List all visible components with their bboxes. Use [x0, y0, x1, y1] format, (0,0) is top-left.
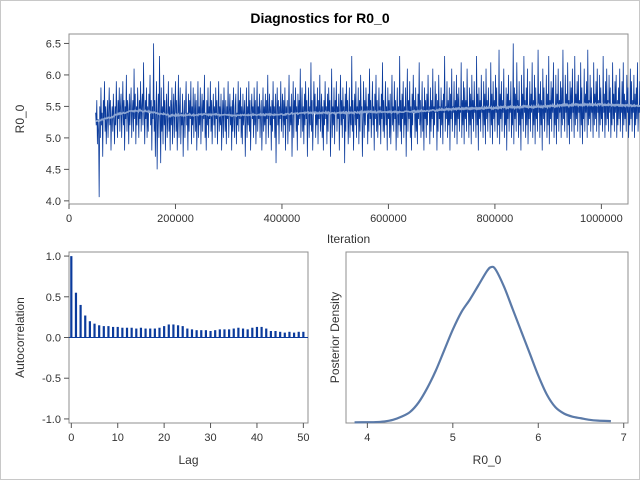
x-tick-label: 5 [450, 432, 456, 444]
x-axis-label: Lag [178, 453, 198, 467]
y-tick-label: 6.0 [46, 70, 61, 82]
x-tick-label: 7 [621, 432, 627, 444]
density-panel: 4 5 6 7 R0_0 Posterior Density [328, 251, 629, 467]
x-tick-label: 0 [68, 432, 74, 444]
x-tick-label: 6 [535, 432, 541, 444]
trace-line [95, 43, 640, 198]
y-tick-label: 5.5 [46, 101, 61, 113]
y-axis-label: Posterior Density [328, 292, 342, 383]
x-axis-label: Iteration [327, 232, 370, 246]
x-axis-label: R0_0 [473, 453, 502, 467]
x-tick-label: 40 [251, 432, 263, 444]
x-tick-label: 200000 [157, 213, 194, 225]
x-tick-label: 50 [297, 432, 309, 444]
x-tick-label: 800000 [477, 213, 514, 225]
y-axis-label: R0_0 [13, 104, 27, 133]
y-tick-label: 4.5 [46, 164, 61, 176]
x-tick-label: 4 [364, 432, 370, 444]
x-tick-label: 400000 [264, 213, 301, 225]
x-tick-label: 600000 [370, 213, 407, 225]
trace-smooth-line [94, 101, 640, 123]
x-tick-label: 0 [66, 213, 72, 225]
x-tick-label: 10 [112, 432, 124, 444]
y-tick-label: 6.5 [46, 38, 61, 50]
density-curve [354, 265, 611, 424]
density-plot-frame [345, 251, 629, 424]
trace-panel: 4.0 4.5 5.0 5.5 6.0 6.5 0 200000 400000 600000 800… [13, 33, 640, 246]
y-tick-label: 5.0 [46, 133, 61, 145]
chart-title: Diagnostics for R0_0 [250, 10, 389, 26]
y-tick-label: 1.0 [46, 251, 61, 263]
y-tick-label: 4.0 [46, 196, 61, 208]
x-tick-label: 1000000 [580, 213, 623, 225]
x-tick-label: 20 [158, 432, 170, 444]
y-tick-label: 0.0 [46, 333, 61, 345]
y-axis-label: Autocorrelation [13, 297, 27, 378]
autocorrelation-panel: 1.0 0.5 0.0 -0.5 -1.0 0 10 20 30 40 50 Lag Autocorre… [13, 251, 309, 467]
y-tick-label: 0.5 [46, 292, 61, 304]
y-tick-label: -0.5 [42, 373, 61, 385]
x-tick-label: 30 [204, 432, 216, 444]
y-tick-label: -1.0 [42, 414, 61, 426]
